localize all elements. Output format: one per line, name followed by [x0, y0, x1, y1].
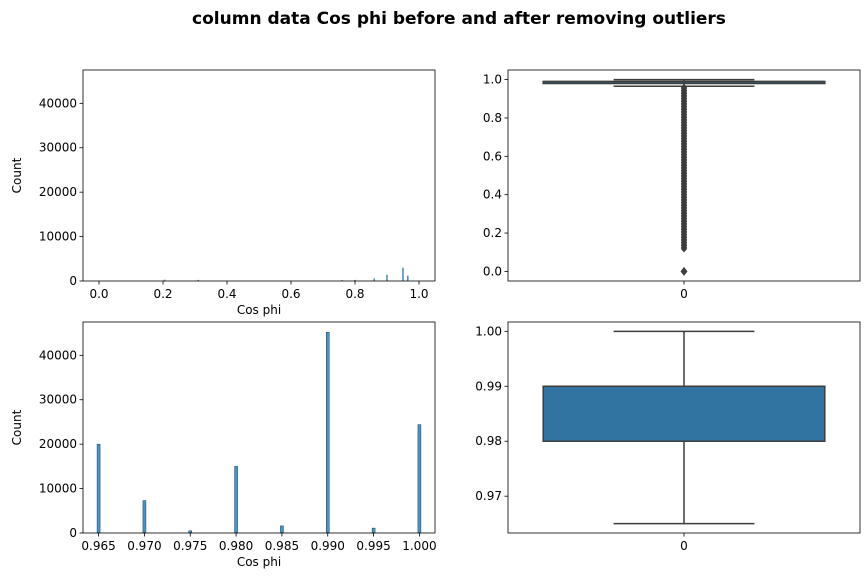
x-tick-label: 0.6: [281, 287, 300, 301]
axes-frame: [82, 69, 436, 282]
y-axis-label: Count: [10, 157, 24, 193]
y-tick-label: 0.0: [483, 264, 502, 278]
y-tick-label: 40000: [39, 96, 77, 110]
y-tick-label: 0: [69, 274, 77, 288]
y-tick-label: 30000: [39, 393, 77, 407]
x-tick-label: 0.8: [345, 287, 364, 301]
boxplot-before: 0 0.0 0.2 0.4 0.6 0.8 1.0: [483, 69, 861, 301]
x-tick-label: 0: [680, 539, 688, 553]
histogram-bar: [163, 279, 166, 281]
x-tick-label: 0.965: [81, 539, 115, 553]
y-axis-label: Count: [10, 409, 24, 445]
axes-frame: [82, 321, 436, 534]
x-tick-label: 1.000: [402, 539, 436, 553]
histogram-bar: [417, 424, 422, 534]
x-tick-label: 1.0: [409, 287, 428, 301]
y-tick-label: 0.8: [483, 111, 502, 125]
box: [542, 385, 826, 442]
x-tick-label: 0.4: [217, 287, 236, 301]
y-tick-label: 0.6: [483, 149, 502, 163]
histogram-bar: [373, 278, 375, 281]
y-tick-label: 10000: [39, 230, 77, 244]
boxplot-after: 0 0.97 0.98 0.99 1.00: [475, 321, 861, 553]
histogram-bar: [407, 275, 409, 281]
x-tick-label: 0.980: [219, 539, 253, 553]
histogram-bar: [96, 443, 101, 534]
y-tick-label: 0.98: [475, 434, 502, 448]
histogram-bar: [386, 274, 388, 281]
histogram-bar: [197, 279, 199, 281]
x-tick-label: 0.970: [127, 539, 161, 553]
outlier-marker: [680, 266, 688, 276]
y-tick-label: 0.2: [483, 226, 502, 240]
histogram-bar: [234, 466, 238, 534]
y-tick-label: 30000: [39, 141, 77, 155]
x-tick-label: 0.985: [265, 539, 299, 553]
x-tick-label: 0: [680, 287, 688, 301]
y-tick-label: 40000: [39, 348, 77, 362]
y-tick-label: 1.0: [483, 73, 502, 87]
histogram-bar: [341, 280, 343, 281]
x-tick-label: 0.990: [311, 539, 345, 553]
y-tick-label: 0.4: [483, 188, 502, 202]
figure-title: column data Cos phi before and after rem…: [192, 9, 726, 29]
y-tick-label: 0: [69, 526, 77, 540]
y-tick-label: 20000: [39, 437, 77, 451]
y-tick-label: 10000: [39, 482, 77, 496]
histogram-bar: [326, 331, 330, 534]
histogram-before: 0.0 0.2 0.4 0.6 0.8 1.0 0 10000 20000 30000 40000 C…: [10, 69, 436, 317]
y-tick-label: 20000: [39, 185, 77, 199]
histogram-bar: [142, 500, 147, 534]
x-tick-label: 0.2: [153, 287, 172, 301]
histogram-bar: [354, 279, 356, 281]
x-tick-label: 0.975: [173, 539, 207, 553]
x-axis-label: Cos phi: [237, 555, 281, 569]
histogram-after: 0.965 0.970 0.975 0.980 0.985 0.990 0.995 1.000…: [10, 321, 437, 569]
histogram-bar: [371, 527, 376, 534]
y-tick-label: 0.99: [475, 379, 502, 393]
y-tick-label: 1.00: [475, 324, 502, 338]
outlier-marker: [680, 245, 688, 253]
histogram-bar: [402, 267, 404, 281]
x-axis-label: Cos phi: [237, 303, 281, 317]
y-tick-label: 0.97: [475, 489, 502, 503]
x-tick-label: 0.0: [89, 287, 108, 301]
x-tick-label: 0.995: [356, 539, 390, 553]
histogram-bar: [280, 525, 284, 534]
